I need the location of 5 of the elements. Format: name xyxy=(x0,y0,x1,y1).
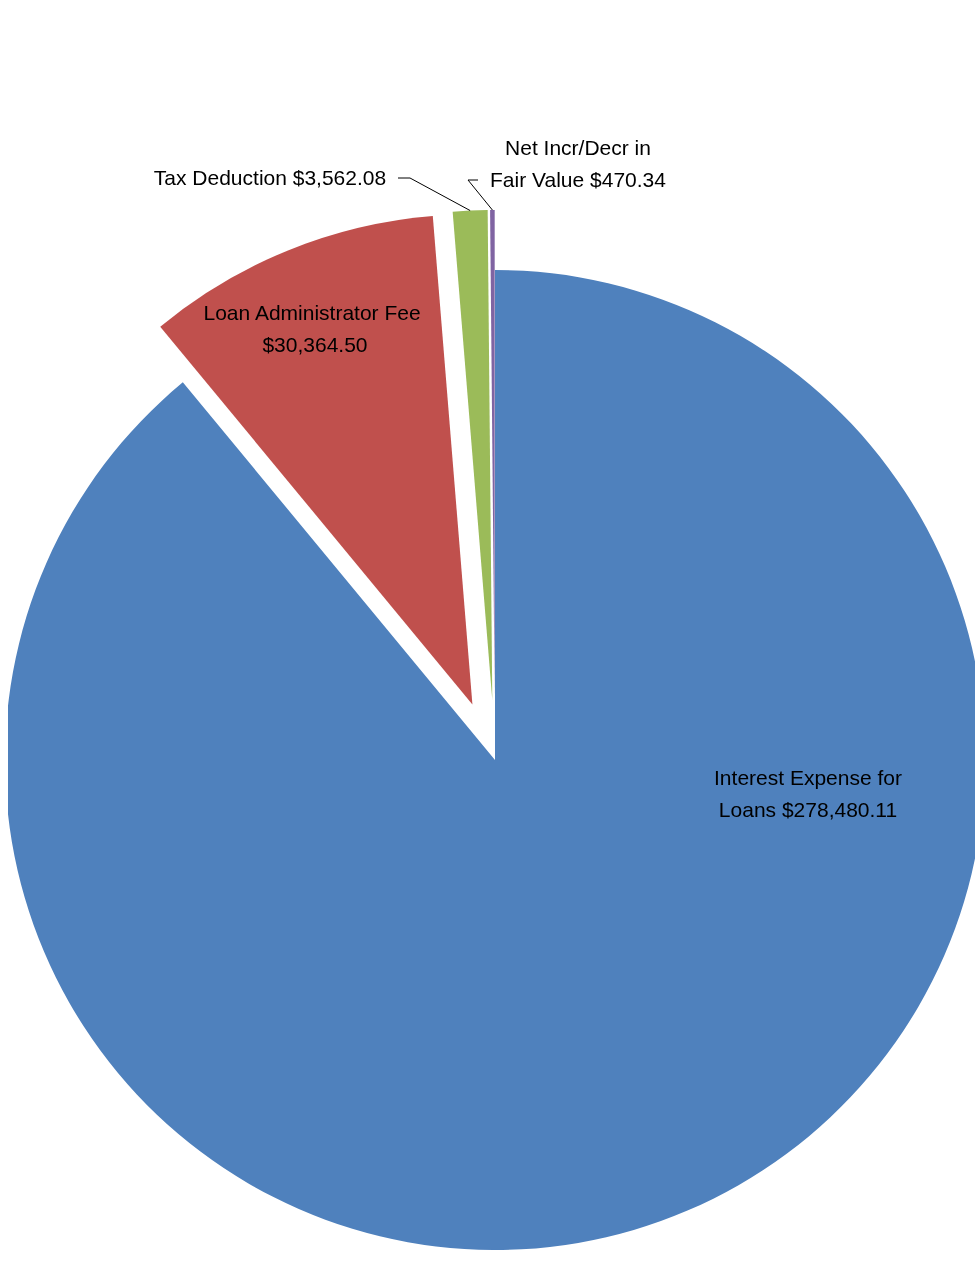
slice-label: Interest Expense for Loans $278,480.11 xyxy=(714,766,902,821)
data-label: $30,364.50 xyxy=(262,333,368,356)
slice-label: Loan Administrator Fee xyxy=(203,301,427,324)
slice-label: Net Incr/Decr in Fair Value $470.34 xyxy=(490,136,667,191)
slice-label: Tax Deduction $3,562.08 xyxy=(153,166,387,189)
